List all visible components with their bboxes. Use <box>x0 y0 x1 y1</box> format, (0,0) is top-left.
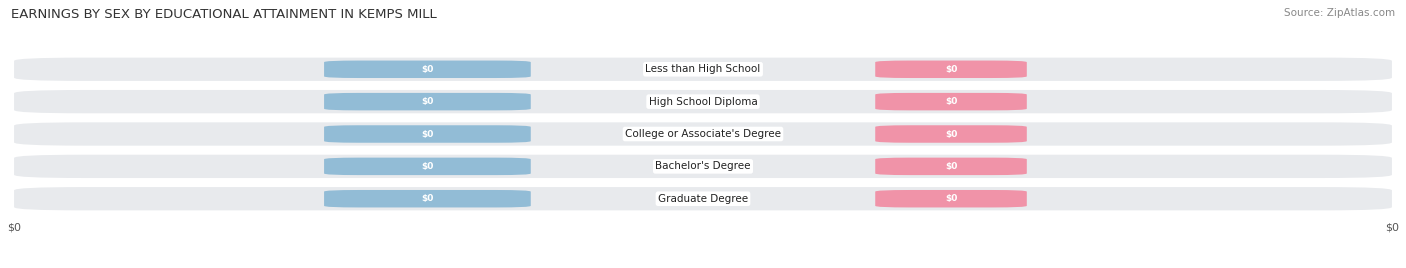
Text: $0: $0 <box>945 97 957 106</box>
FancyBboxPatch shape <box>14 58 1392 81</box>
FancyBboxPatch shape <box>875 190 1026 207</box>
FancyBboxPatch shape <box>14 187 1392 210</box>
Text: College or Associate's Degree: College or Associate's Degree <box>626 129 780 139</box>
FancyBboxPatch shape <box>14 122 1392 146</box>
FancyBboxPatch shape <box>323 61 531 78</box>
Text: Bachelor's Degree: Bachelor's Degree <box>655 161 751 171</box>
Text: EARNINGS BY SEX BY EDUCATIONAL ATTAINMENT IN KEMPS MILL: EARNINGS BY SEX BY EDUCATIONAL ATTAINMEN… <box>11 8 437 21</box>
FancyBboxPatch shape <box>875 158 1026 175</box>
Text: Graduate Degree: Graduate Degree <box>658 194 748 204</box>
Text: $0: $0 <box>422 97 433 106</box>
Text: $0: $0 <box>422 194 433 203</box>
FancyBboxPatch shape <box>323 158 531 175</box>
Text: Source: ZipAtlas.com: Source: ZipAtlas.com <box>1284 8 1395 18</box>
FancyBboxPatch shape <box>875 61 1026 78</box>
FancyBboxPatch shape <box>14 155 1392 178</box>
Text: $0: $0 <box>422 65 433 74</box>
FancyBboxPatch shape <box>323 125 531 143</box>
FancyBboxPatch shape <box>875 125 1026 143</box>
FancyBboxPatch shape <box>14 90 1392 113</box>
Text: $0: $0 <box>945 162 957 171</box>
FancyBboxPatch shape <box>323 93 531 110</box>
FancyBboxPatch shape <box>875 93 1026 110</box>
Text: $0: $0 <box>945 129 957 139</box>
FancyBboxPatch shape <box>323 190 531 207</box>
Text: High School Diploma: High School Diploma <box>648 97 758 107</box>
Text: $0: $0 <box>945 194 957 203</box>
Text: $0: $0 <box>422 162 433 171</box>
Text: $0: $0 <box>422 129 433 139</box>
Text: $0: $0 <box>945 65 957 74</box>
Text: Less than High School: Less than High School <box>645 64 761 74</box>
